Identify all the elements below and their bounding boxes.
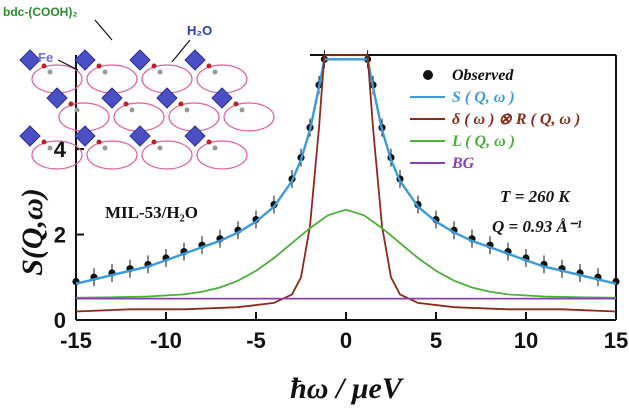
carbon-atom xyxy=(47,69,53,75)
oxygen-atom xyxy=(96,63,102,69)
fe-octahedron xyxy=(46,87,68,109)
series-line-l-q xyxy=(75,208,617,299)
x-axis-label: ħω / μeV xyxy=(290,372,405,405)
legend-label: S ( Q, ω ) xyxy=(452,89,515,106)
y-axis-label: S(Q,ω) xyxy=(16,188,49,276)
legend-marker xyxy=(423,70,433,80)
fe-octahedron xyxy=(211,87,233,109)
x-tick-label: -5 xyxy=(246,328,266,353)
legend-label: BG xyxy=(451,155,475,172)
oxygen-atom xyxy=(233,101,239,107)
ligand-pointer-arrow xyxy=(94,19,113,41)
carbon-atom xyxy=(47,145,53,151)
oxygen-atom xyxy=(41,139,47,145)
metal-label: Fe xyxy=(38,50,53,65)
metal-pointer-arrow xyxy=(57,59,79,71)
y-tick-label: 4 xyxy=(54,137,67,162)
carbon-atom xyxy=(157,69,163,75)
fe-octahedron xyxy=(184,49,206,71)
fe-octahedron xyxy=(74,125,96,147)
oxygen-atom xyxy=(123,101,129,107)
legend-label: L ( Q, ω ) xyxy=(451,133,515,150)
carbon-atom xyxy=(157,145,163,151)
ligand-label: bdc-(COOH)₂ xyxy=(3,5,78,19)
guest-pointer-arrow xyxy=(171,39,191,63)
q-annotation: Q = 0.93 Å⁻¹ xyxy=(492,217,582,236)
x-tick-label: -10 xyxy=(150,328,182,353)
fe-octahedron xyxy=(156,87,178,109)
pore-outline xyxy=(86,140,138,170)
fe-octahedron xyxy=(19,49,41,71)
series-line-s-q xyxy=(75,58,617,285)
fe-octahedron xyxy=(129,125,151,147)
legend: Observed S ( Q, ω ) δ ( ω ) ⊗ R ( Q, ω ) L … xyxy=(410,67,580,172)
y-tick-label: 0 xyxy=(54,308,66,333)
fe-octahedron xyxy=(19,125,41,147)
oxygen-atom xyxy=(151,139,157,145)
crystal-structure-inset: bdc-(COOH)₂ Fe H₂O xyxy=(3,5,275,170)
fe-octahedron xyxy=(101,87,123,109)
oxygen-atom xyxy=(41,63,47,69)
sample-annotation: MIL-53/H₂O xyxy=(105,203,198,222)
fe-octahedron xyxy=(74,49,96,71)
carbon-atom xyxy=(239,107,245,113)
carbon-atom xyxy=(212,69,218,75)
legend-label: Observed xyxy=(452,67,514,84)
legend-label: δ ( ω ) ⊗ R ( Q, ω ) xyxy=(452,111,580,128)
carbon-atom xyxy=(102,69,108,75)
fe-octahedron xyxy=(184,125,206,147)
x-tick-label: 10 xyxy=(514,328,538,353)
x-tick-label: 15 xyxy=(604,328,628,353)
carbon-atom xyxy=(102,145,108,151)
oxygen-atom xyxy=(96,139,102,145)
series-layer xyxy=(72,50,620,313)
oxygen-atom xyxy=(68,101,74,107)
tick-layer: -15 -10 -5 0 5 10 15 0 2 4 xyxy=(54,137,628,353)
guest-label: H₂O xyxy=(187,23,212,38)
oxygen-atom xyxy=(206,63,212,69)
carbon-atom xyxy=(212,145,218,151)
oxygen-atom xyxy=(178,101,184,107)
x-tick-label: -15 xyxy=(60,328,92,353)
pore-outline xyxy=(31,140,83,170)
temperature-annotation: T = 260 K xyxy=(500,187,571,206)
carbon-atom xyxy=(74,107,80,113)
oxygen-atom xyxy=(206,139,212,145)
pore-outline xyxy=(196,140,248,170)
oxygen-atom xyxy=(151,63,157,69)
y-tick-label: 2 xyxy=(54,223,66,248)
pore-outline xyxy=(141,140,193,170)
framework-network xyxy=(19,49,275,170)
carbon-atom xyxy=(184,107,190,113)
x-tick-label: 5 xyxy=(430,328,442,353)
x-tick-label: 0 xyxy=(340,328,352,353)
carbon-atom xyxy=(129,107,135,113)
fe-octahedron xyxy=(129,49,151,71)
series-line-r-q xyxy=(75,54,617,313)
pore-outline xyxy=(223,102,275,132)
